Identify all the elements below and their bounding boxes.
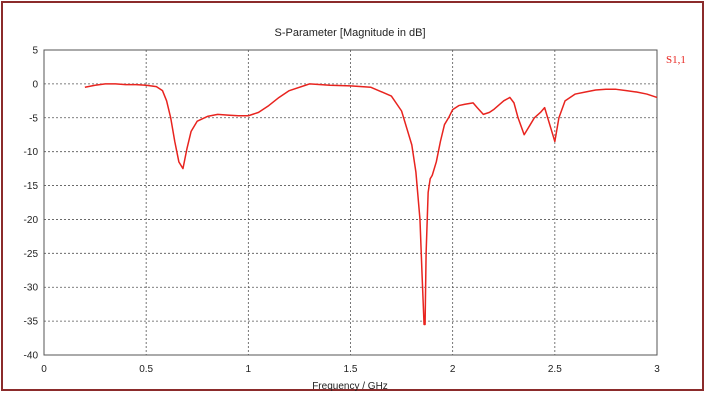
y-tick-label: 5 <box>32 46 38 57</box>
y-tick-label: -20 <box>24 215 39 226</box>
plot-area <box>43 49 658 356</box>
y-tick-label: -35 <box>24 317 39 328</box>
grid-lines <box>44 50 657 355</box>
legend-entry-s11: S1,1 <box>666 54 686 66</box>
x-tick-label: 3 <box>654 364 660 375</box>
y-tick-label: -5 <box>29 113 38 124</box>
x-tick-label: 2.5 <box>548 364 562 375</box>
x-tick-label: 1 <box>246 364 252 375</box>
y-tick-label: -30 <box>24 283 39 294</box>
y-tick-label: -40 <box>24 351 39 362</box>
chart-title: S-Parameter [Magnitude in dB] <box>274 27 425 39</box>
x-tick-label: 0.5 <box>139 364 153 375</box>
series-line-s11 <box>84 83 658 326</box>
x-axis-ticks: 0 0.5 1 1.5 2 2.5 3 <box>41 364 660 375</box>
x-axis-label: Frequency / GHz <box>312 381 388 392</box>
y-tick-label: -25 <box>24 249 39 260</box>
x-tick-label: 0 <box>41 364 47 375</box>
y-axis-ticks: 5 0 -5 -10 -15 -20 -25 -30 -35 -40 <box>24 46 39 362</box>
x-tick-label: 2 <box>450 364 456 375</box>
y-tick-label: 0 <box>32 79 38 90</box>
y-tick-label: -10 <box>24 147 39 158</box>
x-tick-label: 1.5 <box>344 364 358 375</box>
y-tick-label: -15 <box>24 181 39 192</box>
